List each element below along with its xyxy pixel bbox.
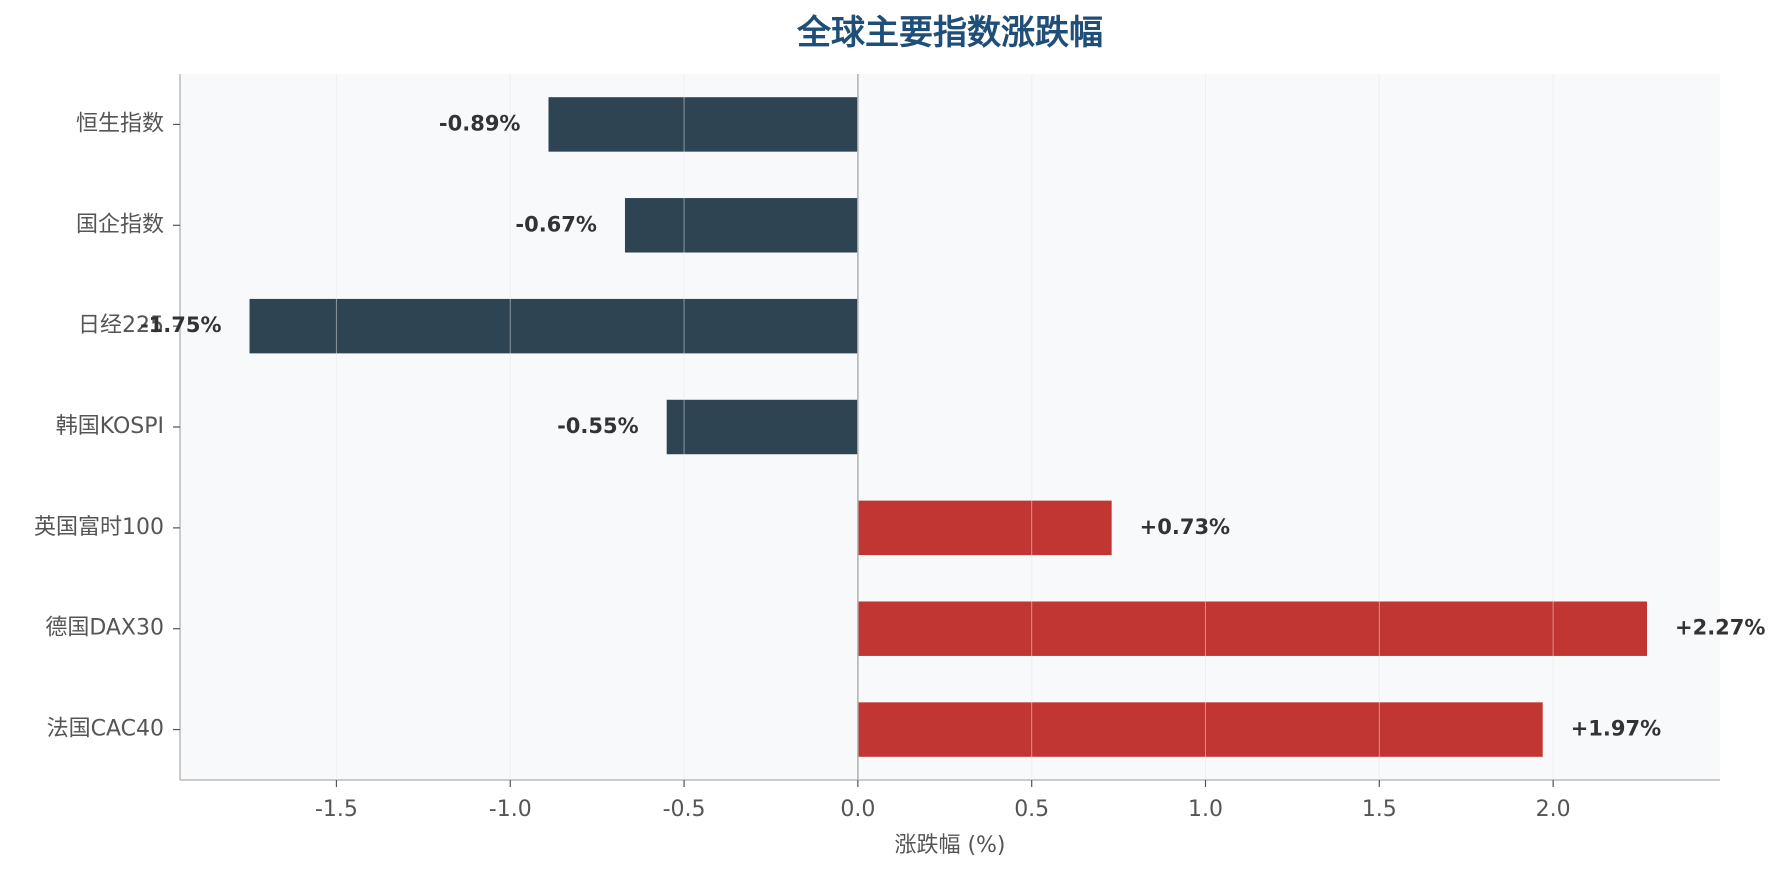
x-tick-label: 2.0 <box>1536 797 1571 822</box>
value-label: -0.67% <box>515 212 597 236</box>
bar <box>548 97 858 152</box>
value-label: -1.75% <box>140 313 222 337</box>
y-tick-label: 法国CAC40 <box>47 717 164 742</box>
value-label: +0.73% <box>1140 515 1230 539</box>
x-axis-title: 涨跌幅 (%) <box>894 833 1005 858</box>
x-tick-label: 1.5 <box>1362 797 1397 822</box>
y-tick-label: 德国DAX30 <box>45 616 164 641</box>
bar <box>624 198 858 253</box>
chart-title: 全球主要指数涨跌幅 <box>796 13 1103 53</box>
x-tick-label: -1.0 <box>489 797 532 822</box>
y-tick-label: 日经225 <box>78 313 164 338</box>
value-labels: -0.89% -0.67% -1.75% -0.55% +0.73% +2.27% +1.9… <box>140 111 1766 740</box>
x-tick-label: 0.5 <box>1014 797 1049 822</box>
bar <box>857 601 1647 656</box>
x-axis-ticks: -1.5 -1.0 -0.5 0.0 0.5 1.0 1.5 2.0 <box>315 780 1571 822</box>
bar <box>249 298 858 354</box>
bar <box>857 500 1112 556</box>
value-label: +1.97% <box>1571 717 1661 741</box>
y-tick-label: 恒生指数 <box>76 111 164 136</box>
x-tick-label: -1.5 <box>315 797 358 822</box>
value-label: -0.55% <box>557 414 639 438</box>
bar <box>857 702 1543 757</box>
grid-overlay <box>335 74 1554 780</box>
y-tick-label: 国企指数 <box>76 212 164 237</box>
x-tick-label: 1.0 <box>1188 797 1223 822</box>
plot-background <box>180 74 1720 780</box>
value-label: +2.27% <box>1675 616 1765 640</box>
y-tick-label: 英国富时100 <box>34 515 164 540</box>
x-tick-label: 0.0 <box>840 797 875 822</box>
bars <box>249 97 1647 757</box>
x-tick-label: -0.5 <box>663 797 706 822</box>
y-tick-label: 韩国KOSPI <box>56 414 164 439</box>
bar <box>666 399 858 455</box>
value-label: -0.89% <box>439 111 521 135</box>
